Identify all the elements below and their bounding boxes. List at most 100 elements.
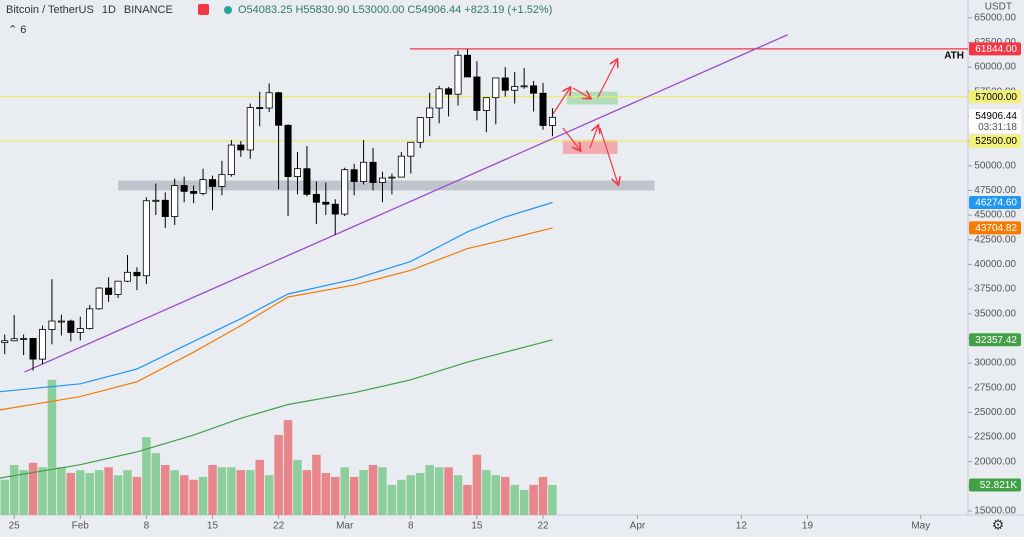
candle-body: [416, 117, 424, 143]
volume-bar: [406, 475, 416, 515]
volume-bar: [38, 467, 47, 515]
currency: USDT: [985, 2, 1012, 13]
candle-body: [303, 168, 311, 195]
zone: [566, 91, 618, 105]
volume-bar: [378, 467, 387, 515]
volume-bar: [321, 472, 331, 515]
indicator-count: 6: [20, 24, 26, 36]
volume-bar: [255, 459, 264, 515]
candle-body: [331, 203, 339, 215]
y-tick-label: 42500.00: [974, 234, 1016, 245]
candle-body: [57, 320, 65, 323]
time-axis-bg: [0, 515, 1024, 537]
candle-body: [275, 92, 283, 126]
candle-body: [190, 190, 198, 194]
price-tag: [969, 134, 1021, 148]
y-tick-label: 22500.00: [974, 432, 1016, 443]
volume-bar: [293, 459, 302, 515]
candle-body: [227, 144, 235, 176]
volume-bar: [179, 475, 189, 515]
candle-body: [293, 168, 301, 177]
exchange: BINANCE: [124, 4, 173, 16]
candle-body: [350, 169, 358, 182]
volume-bar: [519, 490, 529, 515]
price-tag-label: 61844.00: [975, 44, 1017, 55]
zone: [118, 180, 655, 191]
x-tick-label: 15: [471, 521, 483, 532]
volume-bar: [132, 476, 142, 515]
price-tag-label: 52.821K: [980, 480, 1018, 491]
volume-bar: [387, 484, 397, 515]
level-text: ATH: [944, 51, 964, 62]
candle-body: [199, 179, 207, 194]
header-ohlc: O54083.25 H55830.90 L53000.00 C54906.44 …: [238, 4, 552, 16]
price-tag-label: 46274.60: [975, 198, 1017, 209]
x-tick-label: Apr: [630, 521, 646, 532]
candle-body: [123, 271, 132, 282]
volume-bar: [227, 467, 236, 515]
volume-bar: [491, 475, 501, 515]
candle-body: [105, 287, 113, 295]
last-price-label: 54906.44: [975, 111, 1017, 122]
arrow: [572, 87, 590, 98]
y-tick-label: 37500.00: [974, 284, 1016, 295]
volume-bar: [236, 470, 246, 515]
price-tag-label: 32357.42: [975, 335, 1017, 346]
candle-body: [284, 124, 292, 177]
flag-icon[interactable]: [198, 4, 209, 15]
candle-body: [539, 92, 547, 126]
candle-body: [142, 200, 150, 277]
x-tick-label: May: [911, 521, 930, 532]
last-price-tag: [969, 109, 1021, 134]
volume-bar: [217, 467, 227, 515]
volume-bar: [368, 465, 378, 515]
candle-body: [426, 107, 434, 119]
y-tick-label: 20000.00: [974, 456, 1016, 467]
volume-bar: [548, 485, 557, 515]
volume-bar: [113, 475, 123, 515]
volume-bar: [151, 453, 161, 515]
volume-bar: [472, 454, 482, 515]
candle-body: [520, 85, 528, 88]
status-dot: [224, 6, 232, 14]
volume-bar: [312, 454, 321, 515]
candle-body: [463, 54, 471, 78]
y-tick-label: 45000.00: [974, 210, 1016, 221]
indicators-toggle[interactable]: ⌃ 6: [8, 24, 26, 36]
volume-bar: [0, 479, 9, 515]
x-tick-label: 15: [207, 521, 219, 532]
price-tag: [969, 42, 1021, 56]
candle-body: [29, 338, 37, 360]
candle-body: [246, 107, 254, 151]
y-tick-label: 40000.00: [974, 259, 1016, 270]
candle-body: [95, 287, 103, 310]
x-tick-label: Mar: [336, 521, 354, 532]
volume-bar: [142, 437, 151, 515]
candle-body: [208, 179, 217, 187]
settings-icon[interactable]: ⚙: [992, 517, 1005, 533]
volume-bar: [331, 476, 340, 515]
volume-bar: [246, 470, 255, 515]
y-tick-label: 35000.00: [974, 308, 1016, 319]
candle-body: [435, 88, 443, 109]
y-tick-label: 25000.00: [974, 407, 1016, 418]
y-tick-label: 30000.00: [974, 358, 1016, 369]
candle-body: [388, 176, 396, 179]
price-tag: [969, 196, 1021, 210]
candle-body: [237, 144, 245, 151]
arrow: [597, 60, 617, 98]
volume-bar: [538, 476, 548, 515]
volume-bar: [463, 484, 472, 515]
volume-bar: [397, 479, 406, 515]
moving-average: [0, 227, 553, 411]
x-tick-label: 12: [736, 521, 748, 532]
trendline: [24, 34, 788, 373]
volume-bar: [170, 470, 179, 515]
x-tick-label: 8: [144, 521, 150, 532]
candle-body: [171, 185, 179, 217]
arrow: [562, 127, 580, 150]
volume-bar: [208, 465, 217, 515]
volume-bar: [47, 379, 57, 515]
volume-bar: [359, 470, 368, 515]
